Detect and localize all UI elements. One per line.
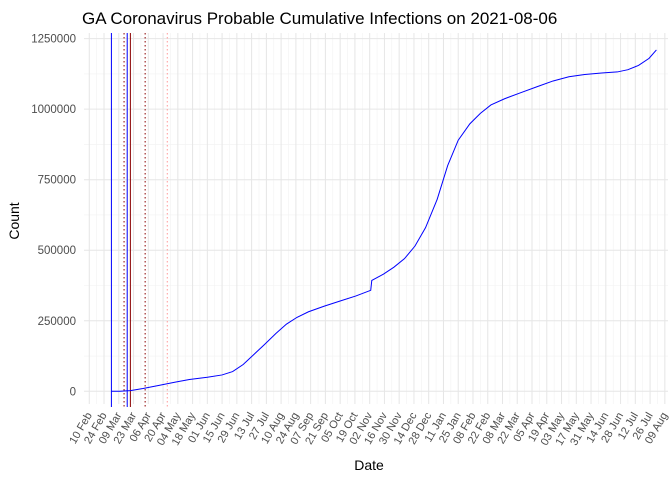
- y-tick-label: 250000: [38, 316, 76, 328]
- series-layer: [111, 49, 657, 392]
- y-tick-label: 750000: [38, 175, 76, 187]
- y-tick-label: 500000: [38, 245, 76, 257]
- series-line: [111, 49, 657, 392]
- grid: [84, 33, 668, 404]
- x-axis-label: Date: [354, 457, 384, 473]
- chart-title: GA Coronavirus Probable Cumulative Infec…: [82, 9, 557, 28]
- y-axis-ticks: 0 250000 500000 750000 1000000 1250000: [31, 34, 76, 399]
- y-tick-label: 1250000: [31, 34, 76, 46]
- y-axis-label: Count: [6, 202, 22, 239]
- y-tick-label: 0: [70, 386, 76, 398]
- y-tick-label: 1000000: [31, 104, 76, 116]
- reference-lines: [110, 33, 168, 407]
